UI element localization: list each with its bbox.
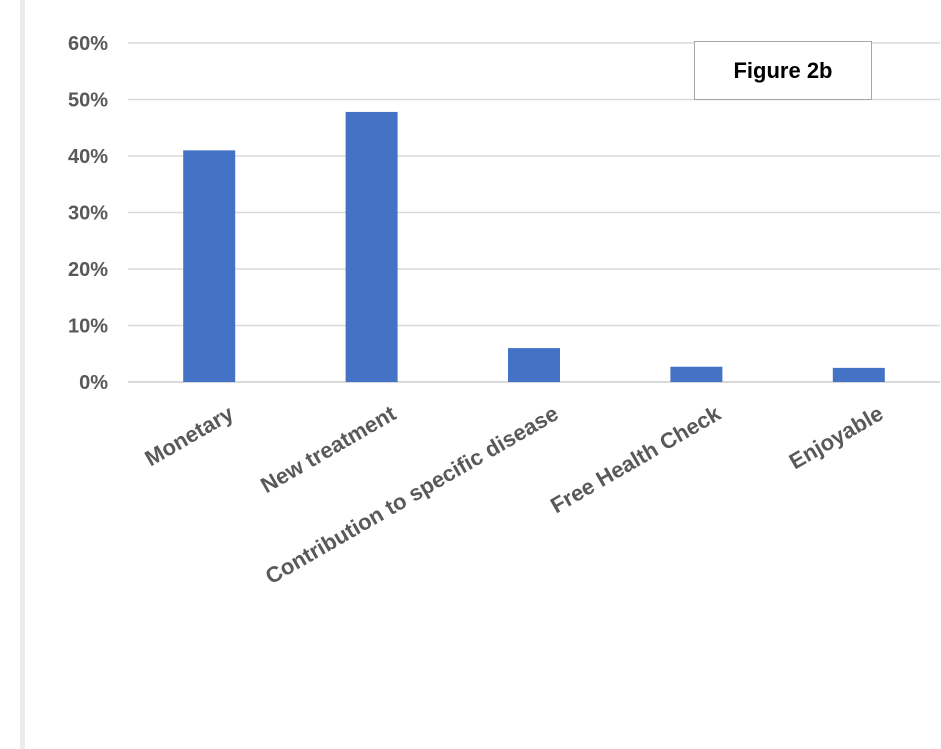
- y-tick-label: 40%: [68, 146, 108, 168]
- figure-annotation-box: Figure 2b: [694, 41, 872, 100]
- y-tick-label: 20%: [68, 259, 108, 281]
- y-tick-label: 60%: [68, 33, 108, 55]
- bar: [345, 111, 398, 383]
- figure-annotation-text: Figure 2b: [733, 57, 833, 83]
- y-tick-label: 10%: [68, 316, 108, 338]
- left-border-strip: [20, 0, 25, 749]
- x-category-label: Free Health Check: [546, 400, 725, 518]
- x-category-label: New treatment: [256, 400, 400, 498]
- x-category-label: Contribution to specific disease: [261, 401, 563, 590]
- y-tick-label: 30%: [68, 203, 108, 225]
- bar: [832, 367, 885, 382]
- bar: [670, 366, 723, 382]
- y-axis-tick-labels: 0% 10% 20% 30% 40% 50% 60%: [68, 33, 108, 394]
- x-category-label: Enjoyable: [785, 401, 887, 475]
- bar: [508, 348, 560, 382]
- bars: [183, 111, 885, 383]
- bar: [183, 150, 236, 382]
- y-tick-label: 50%: [68, 90, 108, 112]
- x-category-label: Monetary: [141, 400, 239, 471]
- y-tick-label: 0%: [79, 372, 108, 394]
